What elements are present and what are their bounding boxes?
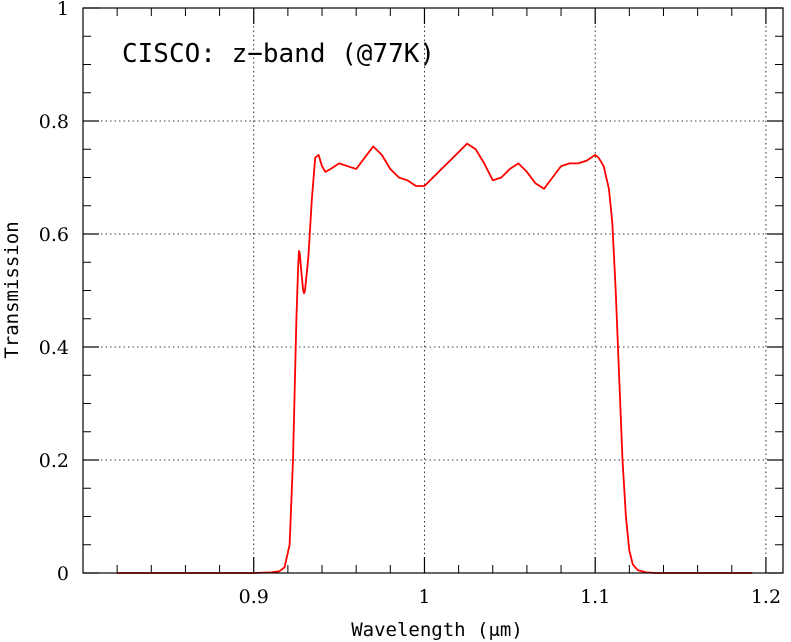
y-tick-label: 0 [57,563,69,585]
y-tick-label: 0.2 [39,450,69,472]
major-ticks [83,7,783,574]
x-tick-labels: 0.9 1 1.1 1.2 [239,586,781,608]
chart-title: CISCO: z−band (@77K) [122,39,435,69]
y-tick-label: 0.6 [39,224,69,246]
transmission-curve [117,142,753,574]
x-tick-label: 0.9 [239,586,269,608]
x-axis-label: Wavelength (μm) [351,619,523,641]
y-axis-label: Transmission [1,221,23,358]
y-tick-label: 0.8 [39,111,69,133]
y-tick-label: 1 [57,0,69,20]
plot-frame [82,7,784,574]
grid-lines [83,8,783,573]
x-tick-label: 1.1 [580,586,610,608]
y-tick-labels: 0 0.2 0.4 0.6 0.8 1 [39,0,69,585]
y-tick-label: 0.4 [39,337,69,359]
x-tick-label: 1 [418,586,430,608]
x-tick-label: 1.2 [751,586,781,608]
minor-ticks [83,8,783,573]
